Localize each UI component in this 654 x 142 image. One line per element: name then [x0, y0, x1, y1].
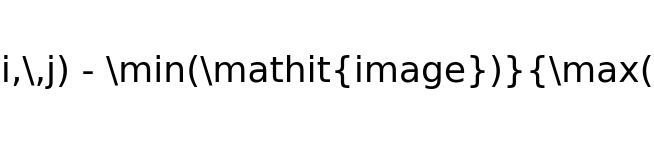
Text: \mathrm{norm} = \dfrac{\mathit{image}(i,\,j) - \min(\mathit{image})}{\max(\mathi: \mathrm{norm} = \dfrac{\mathit{image}(i,…: [0, 55, 654, 89]
